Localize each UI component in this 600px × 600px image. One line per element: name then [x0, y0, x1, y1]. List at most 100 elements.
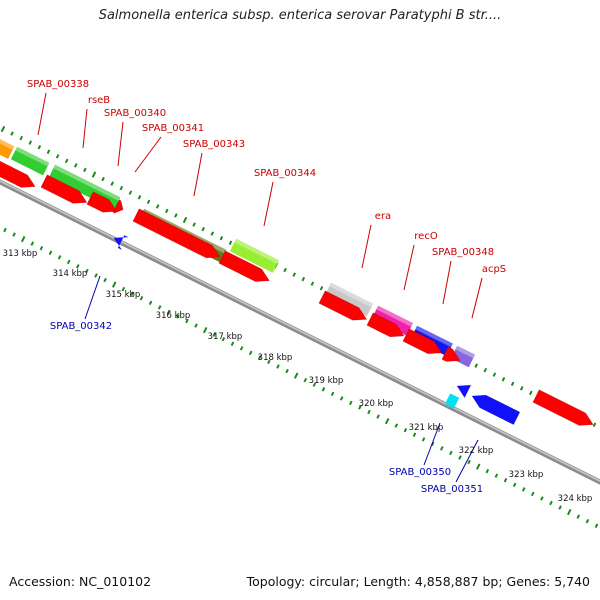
tick-mark	[512, 482, 517, 488]
cyan-gene-block	[444, 393, 460, 409]
tick-mark	[228, 240, 233, 245]
tick-mark	[128, 190, 133, 195]
tick-mark	[174, 213, 178, 218]
tick-mark	[503, 478, 508, 483]
cog-bar-shine	[455, 345, 476, 359]
tick-mark	[267, 359, 271, 365]
tick-mark	[148, 300, 153, 306]
tick-mark	[39, 245, 44, 251]
cog-bar	[450, 345, 476, 368]
tick-mark	[558, 505, 562, 510]
forward-gene-arrow	[40, 174, 88, 204]
tick-mark	[367, 409, 371, 415]
tick-mark	[258, 355, 262, 360]
tick-mark	[449, 450, 453, 456]
gene-label: rseB	[88, 95, 110, 106]
tick-mark	[501, 377, 506, 382]
tick-mark	[384, 417, 390, 425]
backbone-highlight	[0, 180, 600, 482]
forward-gene-arrow	[112, 199, 124, 214]
gene-label: SPAB_00348	[432, 247, 494, 258]
callout-line	[403, 244, 415, 291]
tick-mark	[76, 264, 80, 269]
tick-mark	[549, 500, 553, 506]
forward-gene-arrow	[132, 208, 221, 259]
tick-mark	[248, 350, 253, 356]
gene-callouts: SPAB_00338 rseB SPAB_00340 SPAB_00341 SPAB_0…	[27, 79, 506, 495]
tick-mark	[376, 414, 380, 419]
tick-mark	[293, 372, 299, 379]
tick-mark	[492, 372, 497, 377]
kbp-label: 314 kbp	[53, 269, 88, 279]
forward-gene-arrow	[218, 250, 270, 282]
tick-mark	[421, 437, 426, 442]
forward-gene-arrow	[532, 389, 594, 426]
kbp-label: 319 kbp	[309, 376, 344, 386]
kbp-label: 315 kbp	[106, 290, 141, 300]
callout-line	[455, 439, 479, 483]
cog-bar	[229, 238, 280, 273]
tick-mark	[46, 149, 51, 154]
cog-bar-shine	[53, 164, 121, 201]
backbone-line	[0, 179, 600, 485]
kbp-label: 322 kbp	[459, 446, 494, 456]
tick-mark	[283, 267, 287, 273]
kbp-labels: 313 kbp 314 kbp 315 kbp 316 kbp 317 kbp 318 k…	[3, 249, 593, 504]
genome-backbone	[0, 179, 600, 485]
tick-mark	[139, 296, 144, 301]
tick-mark	[155, 204, 160, 209]
callout-line	[423, 422, 441, 466]
callout-line	[82, 108, 88, 149]
kbp-label: 323 kbp	[509, 470, 544, 480]
kbp-ticks-inner	[3, 227, 599, 528]
tick-mark	[210, 231, 215, 236]
tick-mark	[483, 367, 488, 373]
callout-line	[37, 92, 47, 136]
gene-label: SPAB_00342	[50, 321, 112, 332]
tick-mark	[137, 195, 142, 200]
gene-label: SPAB_00338	[27, 79, 89, 90]
tick-mark	[91, 171, 97, 178]
kbp-label: 318 kbp	[258, 353, 293, 363]
tick-mark	[119, 185, 124, 191]
tick-mark	[594, 523, 599, 528]
tick-mark	[349, 400, 353, 406]
reverse-gene-arrow	[471, 394, 521, 425]
tick-mark	[540, 496, 544, 501]
gene-label: acpS	[482, 264, 506, 275]
tick-mark	[403, 427, 408, 433]
tick-mark	[339, 396, 344, 401]
cog-bar-shine	[415, 325, 453, 348]
tick-mark	[303, 377, 308, 383]
cog-bar	[0, 134, 15, 159]
reverse-gene-arrow	[113, 234, 129, 251]
tick-mark	[182, 216, 188, 224]
tick-mark	[202, 326, 208, 334]
tick-mark	[301, 276, 306, 282]
tick-mark	[312, 382, 317, 387]
accession-label: Accession: NC_010102	[9, 574, 152, 589]
tick-mark	[440, 446, 444, 451]
tick-mark	[83, 167, 87, 173]
tick-mark	[394, 423, 399, 428]
kbp-label: 313 kbp	[3, 249, 38, 259]
gene-label: SPAB_00343	[183, 139, 245, 150]
callout-line	[117, 121, 124, 167]
tick-mark	[185, 318, 189, 324]
tick-mark	[239, 346, 244, 351]
tick-mark	[467, 459, 471, 465]
tick-mark	[37, 144, 42, 150]
callout-line	[442, 260, 452, 305]
tick-mark	[566, 508, 572, 516]
tick-mark	[20, 235, 26, 243]
tick-mark	[12, 232, 16, 237]
tick-mark	[485, 468, 490, 474]
tick-mark	[111, 281, 117, 288]
cog-bar	[324, 282, 374, 317]
tick-mark	[0, 125, 6, 133]
callout-line	[361, 224, 372, 269]
cog-bar-shine	[329, 282, 374, 308]
forward-gene-arrow	[441, 346, 461, 362]
gene-label: SPAB_00351	[421, 484, 483, 495]
gene-label: SPAB_00341	[142, 123, 204, 134]
